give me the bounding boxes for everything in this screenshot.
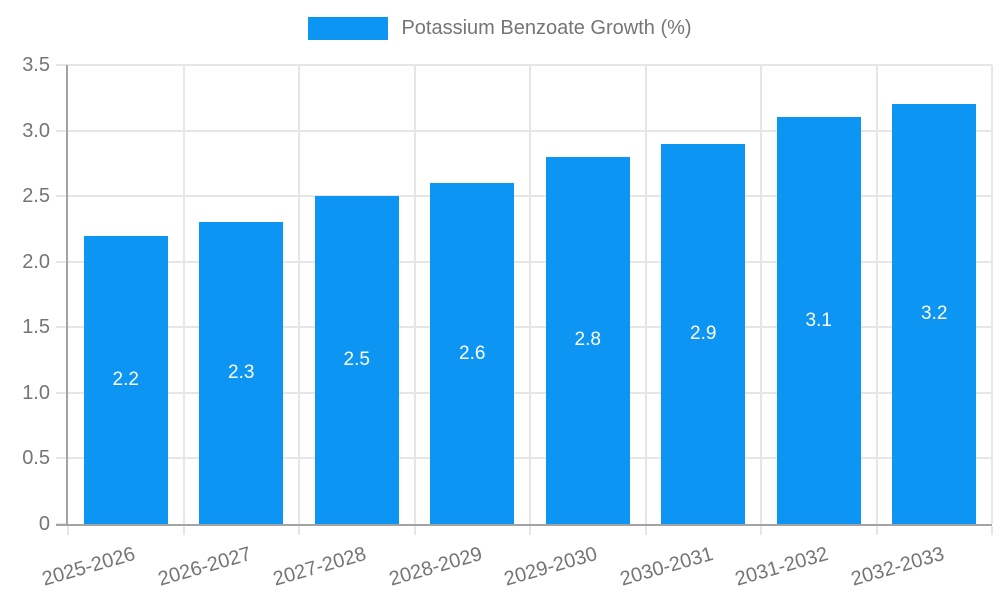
- bar: [545, 156, 630, 524]
- y-tick: [56, 326, 68, 329]
- y-tick: [56, 64, 68, 66]
- gridline-vertical: [182, 65, 185, 524]
- x-tick: [760, 526, 762, 535]
- plot-area: 0 0.5 1.0 1.5 2.0 2.5 3.0 3.5 2.2 2025-2026 2.3 202…: [22, 54, 993, 591]
- bar-value-label: 3.1: [805, 309, 832, 331]
- x-tick-label: 2027-2028: [270, 543, 369, 591]
- x-tick: [182, 526, 185, 535]
- bar-value-label: 2.3: [228, 362, 255, 384]
- bar: [892, 104, 977, 524]
- legend[interactable]: Potassium Benzoate Growth (%): [0, 17, 1000, 40]
- bar: [314, 196, 399, 524]
- y-tick-label: 3.5: [22, 54, 50, 76]
- y-tick: [56, 391, 68, 394]
- y-tick-label: 2.5: [22, 185, 50, 208]
- x-tick: [413, 526, 416, 535]
- y-tick: [56, 260, 68, 263]
- y-tick: [56, 129, 68, 132]
- x-tick: [644, 526, 647, 535]
- y-tick: [56, 457, 68, 460]
- bar: [776, 117, 861, 524]
- y-tick-label: 0.5: [22, 447, 50, 470]
- y-tick-label: 1.5: [22, 316, 50, 339]
- gridline-vertical: [413, 65, 416, 524]
- gridline-vertical: [991, 65, 993, 524]
- y-tick: [56, 195, 68, 198]
- x-tick-label: 2028-2029: [386, 543, 485, 591]
- x-tick: [529, 526, 531, 535]
- legend-label: Potassium Benzoate Growth (%): [401, 17, 692, 39]
- x-tick-label: 2025-2026: [39, 543, 138, 591]
- y-tick-label: 1.0: [22, 381, 50, 404]
- bar: [199, 222, 284, 524]
- bar-value-label: 2.8: [574, 329, 601, 351]
- y-tick-label: 3.0: [22, 119, 50, 142]
- bar-value-label: 2.6: [459, 342, 486, 364]
- x-tick: [991, 526, 993, 535]
- bar-value-label: 2.5: [343, 349, 370, 371]
- y-tick-label: 2.0: [22, 250, 50, 273]
- x-tick: [298, 526, 300, 535]
- x-tick-label: 2029-2030: [501, 543, 600, 591]
- gridline-vertical: [298, 65, 300, 524]
- gridline-vertical: [760, 65, 762, 524]
- x-tick-label: 2026-2027: [155, 543, 254, 591]
- gridline-vertical: [529, 65, 531, 524]
- bar-value-label: 3.2: [921, 303, 948, 325]
- bar: [661, 143, 746, 524]
- bar: [83, 235, 168, 524]
- x-tick-label: 2032-2033: [848, 543, 947, 591]
- gridline-vertical: [875, 65, 878, 524]
- x-tick-label: 2031-2032: [732, 543, 831, 591]
- x-axis-line: [56, 524, 992, 526]
- bar-value-label: 2.9: [690, 322, 717, 344]
- x-tick: [67, 526, 69, 535]
- bar-value-label: 2.2: [112, 368, 139, 390]
- y-axis-line: [66, 65, 68, 526]
- x-tick: [875, 526, 878, 535]
- y-tick-label: 0: [38, 513, 50, 535]
- x-tick-label: 2030-2031: [617, 543, 716, 591]
- legend-swatch: [308, 17, 389, 40]
- gridline-vertical: [644, 65, 647, 524]
- bar: [430, 183, 515, 524]
